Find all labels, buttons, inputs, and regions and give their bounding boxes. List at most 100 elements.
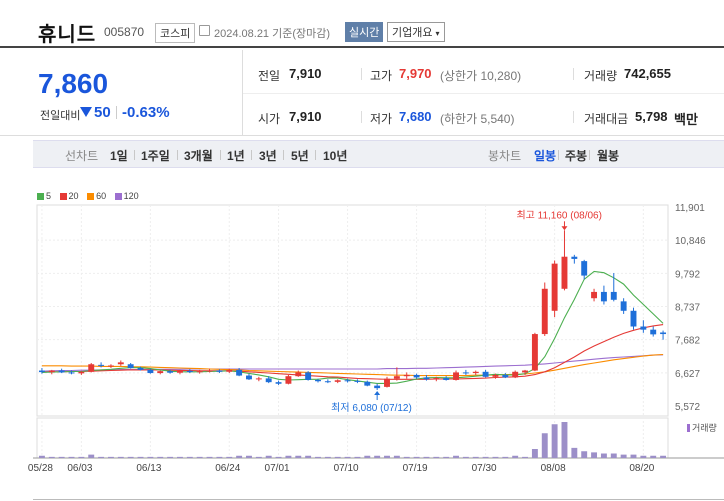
legend-swatch [87,193,95,200]
divider [134,150,135,160]
volume-bar [107,456,114,458]
candle-body [38,370,45,373]
prev-close-label: 전일 [258,69,281,83]
low-label: 저가 [370,112,393,126]
candle-body [364,381,371,386]
chevron-down-icon: ▾ [435,29,440,38]
amount-label: 거래대금 [584,112,629,126]
candle-body [127,364,134,369]
volume-bar [98,456,105,458]
candle-body [403,374,410,377]
tab-3year[interactable]: 3년 [259,149,277,163]
ma-legend: 5 20 60 120 [37,191,145,201]
legend-label: 5 [46,191,52,201]
tab-1week[interactable]: 1주일 [141,149,170,163]
candle-body [157,371,164,374]
divider [220,150,221,160]
volume-bar [492,456,499,458]
stock-code: 005870 [104,25,145,39]
volume-bar [443,456,450,458]
volume-bar [453,455,459,458]
volume-bar [88,454,95,458]
volume-legend-swatch [687,424,690,432]
volume-bar [354,456,361,458]
volume-bar [650,455,657,458]
open-label: 시가 [258,112,281,126]
y-tick-label: 9,792 [675,269,700,280]
candle-body [216,370,223,372]
divider [116,106,117,119]
legend-label: 120 [123,191,139,201]
volume-bar [117,456,124,458]
y-tick-label: 6,627 [675,369,700,380]
high-value: 7,970 [399,66,432,81]
x-tick-label: 06/03 [67,463,92,474]
volume-label: 거래량 [584,69,618,83]
candle-body [226,369,233,372]
candle-body [334,380,341,382]
volume-bar [581,451,588,458]
candle-body [88,364,95,372]
candle-body [630,310,637,327]
volume-bar [147,456,154,458]
volume-bar [58,456,65,458]
volume-bar [246,455,252,458]
tab-5year[interactable]: 5년 [291,149,309,163]
tab-monthly[interactable]: 월봉 [597,149,620,163]
x-tick-label: 07/19 [403,463,428,474]
x-tick-label: 07/10 [334,463,359,474]
legend-item-ma5: 5 [37,191,51,201]
high-label: 고가 [370,69,393,83]
volume-bar [305,455,312,458]
market-badge: 코스피 [155,23,196,43]
ma60-line [41,353,664,377]
down-triangle-icon [80,107,92,117]
volume-bar [531,449,538,458]
candle-body [610,291,617,300]
volume-bar [610,453,617,458]
prev-close-value: 7,910 [289,66,322,81]
volume-bar [403,456,410,458]
divider [33,499,724,500]
candlestick-chart[interactable]: 11,901 10,846 9,792 8,737 7,682 6,627 5,572 05/… [0,190,724,476]
tab-weekly[interactable]: 주봉 [565,149,588,163]
chart-tabs: 선차트 1일 1주일 3개월 1년 3년 5년 10년 봉차트 일봉 주봉 월봉 [33,140,724,168]
candle-body [315,379,321,382]
volume-bar [196,456,203,458]
candle-body [522,370,528,373]
volume-bar [522,456,528,458]
volume-bar [324,456,331,458]
candle-body [196,371,203,373]
candle-body [167,371,174,373]
volume-bar [255,456,262,458]
candle-body [600,291,607,302]
candle-body [660,332,667,335]
amount-value: 5,798 [635,109,668,124]
tab-3month[interactable]: 3개월 [184,149,213,163]
volume-bar [630,454,637,458]
tab-candle-chart[interactable]: 봉차트 [488,149,522,163]
tab-daily[interactable]: 일봉 [534,149,557,163]
tab-line-chart[interactable]: 선차트 [65,149,99,163]
company-info-dropdown[interactable]: 기업개요 ▾ [387,22,445,42]
volume-bar [472,456,479,458]
candle-body [492,374,499,377]
candle-body [48,370,55,373]
divider [243,93,724,94]
candle-body [650,329,657,335]
candle-body [462,372,469,374]
tab-1day[interactable]: 1일 [110,149,128,163]
realtime-button[interactable]: 실시간 [345,22,384,42]
candle-body [68,372,75,374]
volume-bar [620,454,627,458]
volume-legend-label: 거래량 [692,422,717,433]
candle-body [275,382,282,384]
candle-body [147,369,154,374]
volume-bar [512,455,519,458]
tab-10year[interactable]: 10년 [323,149,348,163]
candle-body [265,378,272,383]
volume-bar [423,456,430,458]
divider [361,68,362,80]
tab-1year[interactable]: 1년 [227,149,245,163]
volume-bar [600,453,607,458]
